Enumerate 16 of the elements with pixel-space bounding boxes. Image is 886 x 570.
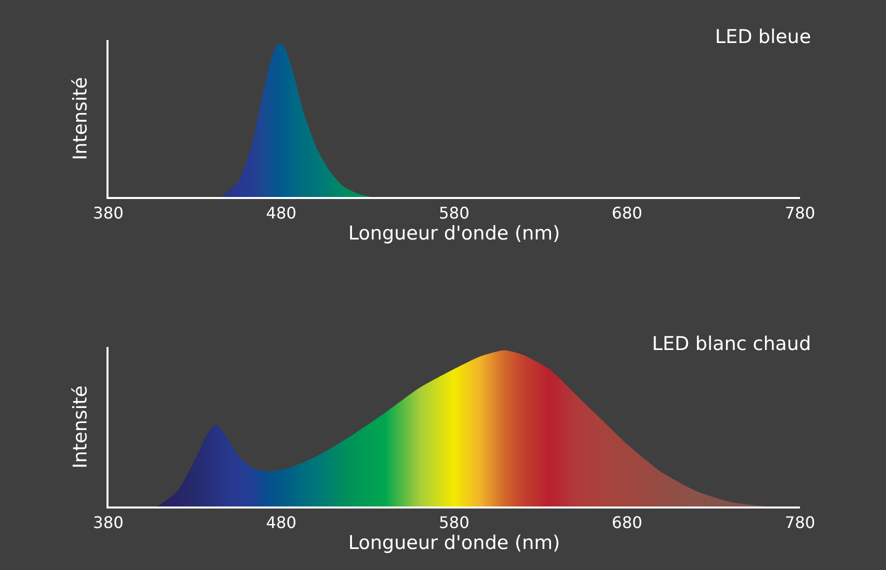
- x-tick-label: 580: [438, 203, 470, 222]
- chart-title: LED bleue: [715, 26, 812, 48]
- x-axis-title: Longueur d'onde (nm): [348, 222, 560, 244]
- x-tick-label: 580: [438, 512, 470, 532]
- x-tick-label: 680: [612, 203, 642, 222]
- x-tick-label: 680: [612, 512, 642, 532]
- y-axis-title: Intensité: [70, 385, 92, 469]
- x-tick-label: 380: [93, 203, 124, 222]
- x-tick-label: 780: [784, 203, 816, 222]
- x-axis-title: Longueur d'onde (nm): [348, 532, 560, 554]
- x-tick-label: 480: [266, 203, 296, 222]
- chart-title: LED blanc chaud: [652, 333, 812, 355]
- x-tick-label: 780: [784, 512, 816, 532]
- y-axis-title: Intensité: [70, 76, 92, 160]
- x-tick-label: 380: [93, 512, 124, 532]
- x-tick-label: 480: [266, 512, 296, 532]
